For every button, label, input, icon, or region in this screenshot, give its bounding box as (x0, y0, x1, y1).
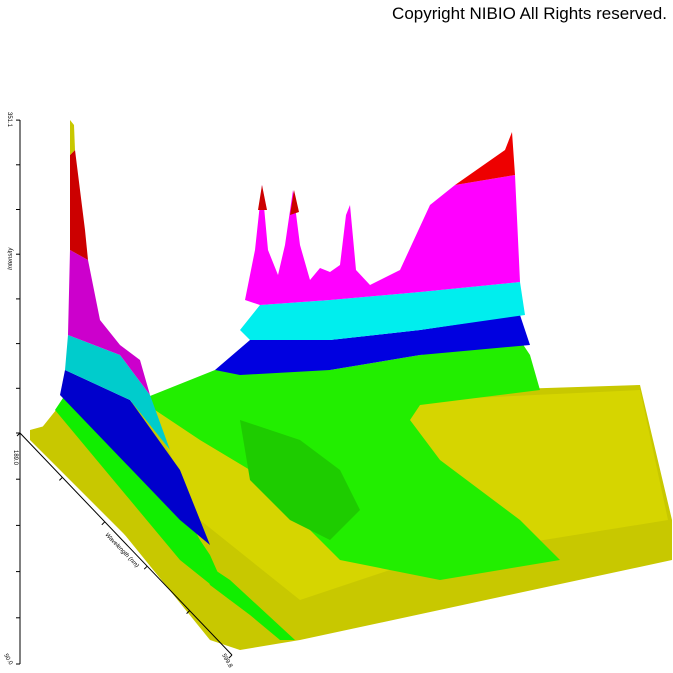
y-axis-start-label: 189.0 (12, 450, 18, 466)
y-axis-tick (59, 477, 63, 481)
surface-blue-band (215, 315, 530, 375)
surface-magenta-band (245, 175, 520, 305)
left-ridge-blue (60, 370, 210, 545)
left-ridge-yellow (40, 400, 240, 650)
left-ridge-cyan (65, 335, 170, 450)
surface-green-shadow (240, 420, 360, 540)
z-axis-max-label: 351.1 (6, 112, 12, 128)
copyright-text: Copyright NIBIO All Rights reserved. (392, 4, 667, 23)
x-axis-end-label: 50.0 (2, 653, 13, 667)
surface-green-band (140, 340, 560, 580)
axis-ticks (16, 119, 233, 665)
surface-cyan-band (240, 282, 525, 340)
y-axis-tick (228, 654, 233, 659)
surface-red-cap-peak2 (290, 190, 299, 215)
z-axis-title: Intensity (8, 247, 14, 270)
left-ridge-red (70, 150, 88, 260)
surface-red-cap-peak1 (258, 185, 267, 210)
left-ridge-tip (70, 120, 75, 155)
left-ridge-green (55, 395, 230, 600)
y-axis-tick (186, 610, 190, 614)
left-ridge-magenta (68, 250, 150, 395)
surface-red-cap-right (455, 132, 515, 185)
front-stripe-green (200, 560, 295, 640)
y-axis-line (19, 432, 233, 656)
y-axis-tick (101, 521, 106, 526)
y-axis-tick (16, 432, 21, 437)
y-axis-tick (143, 565, 148, 570)
